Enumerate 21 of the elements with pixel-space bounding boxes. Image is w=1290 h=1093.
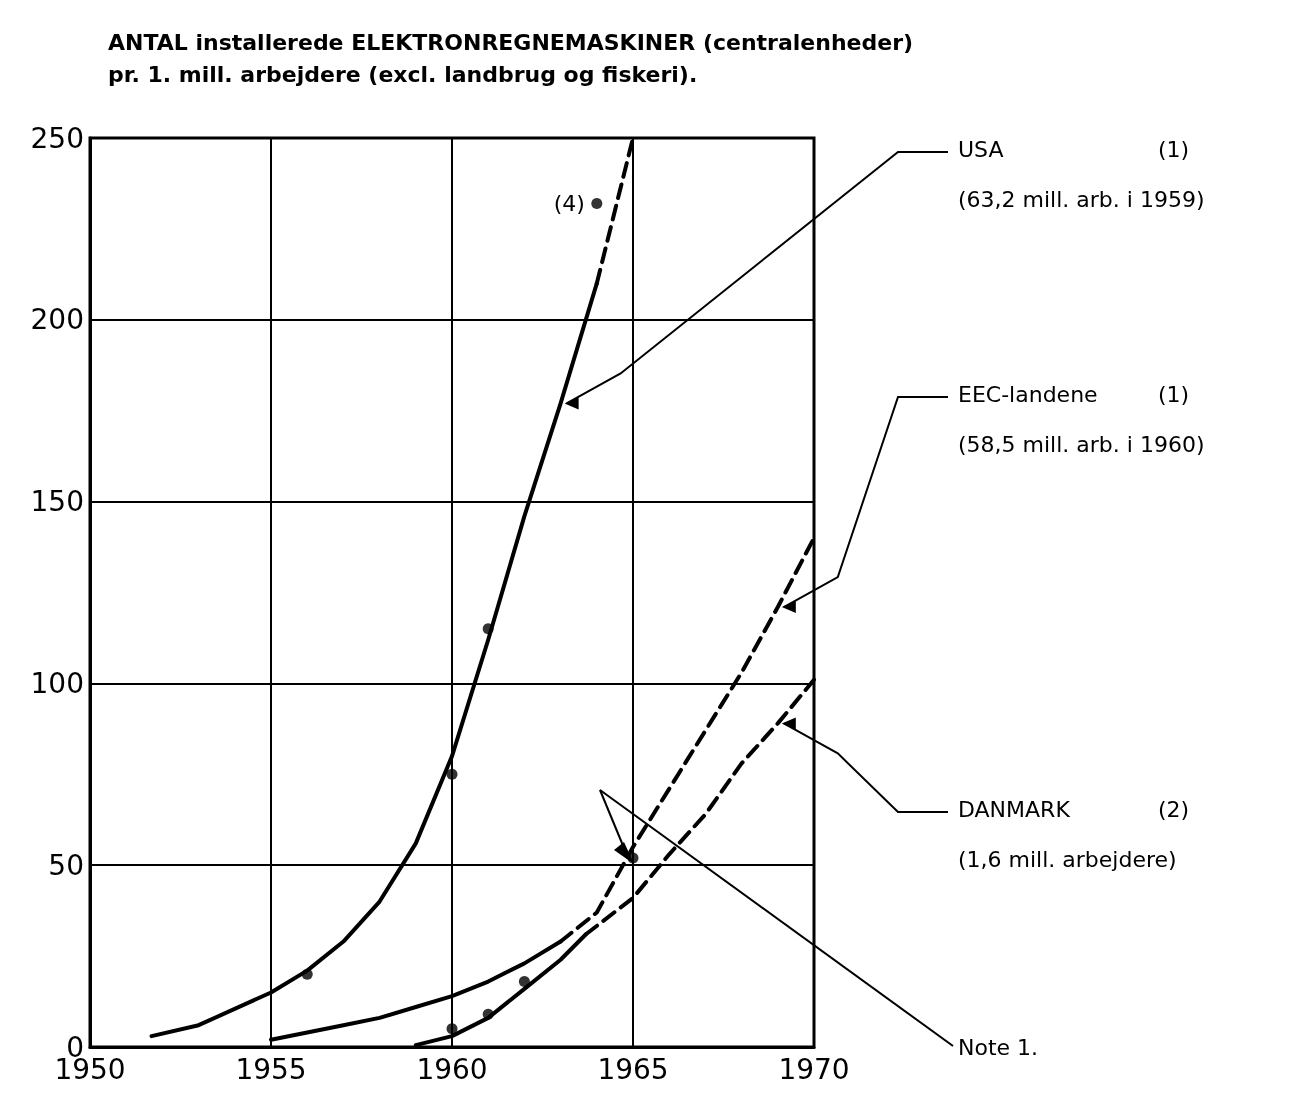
x-tick-label: 1965 (597, 1052, 669, 1086)
text: EEC-landene (958, 381, 1098, 407)
text: (1,6 mill. arbejdere) (958, 846, 1177, 872)
y-axis-title: ANTAL installerede ELEKTRONREGNEMASKINER (centralenheder) pr. 1. mill. arbejdere (excl. landbrug og fiskeri). (108, 29, 914, 87)
y-tick-label: 50 (48, 848, 84, 882)
text: (1) (1158, 381, 1190, 407)
y-tick-label: 150 (30, 485, 84, 519)
text: (58,5 mill. arb. i 1960) (958, 431, 1205, 457)
text: DANMARK (958, 796, 1071, 822)
x-tick-label: 1960 (416, 1052, 488, 1086)
text: USA (958, 136, 1004, 162)
y-tick-label: 100 (30, 666, 84, 700)
annotation: (4) (553, 190, 585, 216)
text: Note 1. (958, 1034, 1039, 1060)
x-tick-label: 1970 (778, 1052, 850, 1086)
text: (63,2 mill. arb. i 1959) (958, 186, 1205, 212)
text: (1) (1158, 136, 1190, 162)
x-tick-label: 1955 (235, 1052, 307, 1086)
text: (2) (1158, 796, 1190, 822)
y-tick-label: 200 (30, 303, 84, 337)
y-tick-label: 250 (30, 121, 84, 155)
